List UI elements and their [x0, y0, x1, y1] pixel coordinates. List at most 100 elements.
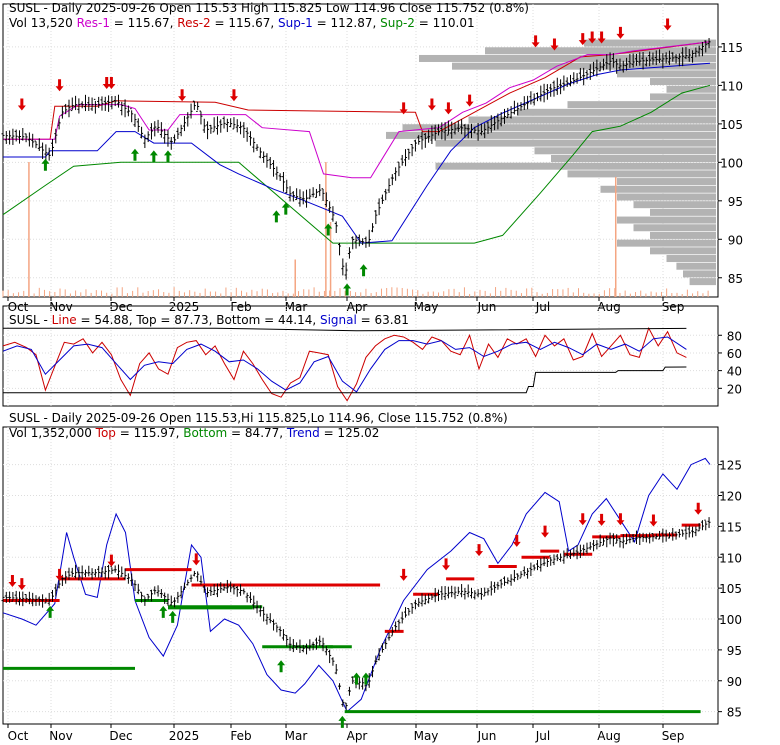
buy-arrow: [163, 150, 172, 163]
price-y-tick: 90: [728, 233, 743, 247]
volume-profile-bar: [650, 247, 716, 255]
trend-header-line2-part: = 125.02: [320, 426, 380, 440]
sell-arrow: [578, 513, 587, 526]
price-y-tick: 115: [720, 41, 743, 55]
trend-x-tick: 2025: [169, 729, 200, 743]
sell-arrow: [427, 98, 436, 111]
sell-arrow: [444, 102, 453, 115]
oscillator-header-part: Bottom: [216, 313, 260, 327]
buy-arrow: [338, 715, 347, 728]
trend-y-tick: 100: [719, 613, 742, 627]
price-ohlc-group: [1, 38, 711, 280]
sell-arrow: [616, 26, 625, 39]
trend-line: [2, 457, 711, 713]
price-header-line2-part: = 115.67,: [110, 16, 177, 30]
sup1-line: [3, 62, 711, 244]
price-x-tick: Mar: [285, 300, 308, 314]
sell-arrow: [475, 544, 484, 557]
volume-profile-bar: [633, 224, 716, 232]
volume-profile-bar: [633, 201, 716, 209]
sell-arrow: [541, 525, 550, 538]
price-header-line2-part: Vol 13,520: [9, 16, 77, 30]
price-x-tick: Jul: [535, 300, 550, 314]
sell-arrow: [229, 89, 238, 102]
trend-y-tick: 90: [727, 675, 742, 689]
price-x-tick: Nov: [49, 300, 72, 314]
price-x-tick: 2025: [169, 300, 200, 314]
sell-arrow: [399, 568, 408, 581]
volume-profile-bar: [485, 47, 716, 55]
volume-profile-bar: [468, 116, 716, 124]
price-x-tick: Feb: [230, 300, 251, 314]
sup2-line: [2, 84, 711, 244]
oscillator-header-part: = 54.88,: [77, 313, 137, 327]
price-x-tick: Apr: [347, 300, 368, 314]
price-x-tick: Aug: [597, 300, 620, 314]
buy-arrow: [41, 158, 50, 171]
price-x-tick: Oct: [8, 300, 29, 314]
volume-profile-bar: [584, 39, 716, 47]
sell-arrow: [107, 76, 116, 89]
trend-x-tick: Feb: [230, 729, 251, 743]
volume-profile-bar: [435, 162, 716, 170]
volume-profile-bar: [600, 185, 716, 193]
sell-arrow: [465, 94, 474, 107]
trend-header-line2-part: Top: [95, 426, 116, 440]
sell-arrow: [663, 18, 672, 31]
oscillator-header-part: Line: [52, 313, 77, 327]
price-x-tick: Dec: [109, 300, 132, 314]
sell-arrow: [694, 502, 703, 515]
volume-profile-bar: [650, 231, 716, 239]
trend-header-line2-part: Trend: [286, 426, 320, 440]
oscillator-header-part: SUSL -: [9, 313, 52, 327]
buy-arrow: [272, 210, 281, 223]
price-header-line2-part: Sup-2: [380, 16, 415, 30]
sell-arrow: [616, 513, 625, 526]
sell-arrow: [512, 534, 521, 547]
buy-arrow: [159, 605, 168, 618]
buy-arrow: [352, 672, 361, 685]
volume-profile-bar: [617, 239, 716, 247]
oscillator-header-part: Signal: [320, 313, 357, 327]
oscillator-header: SUSL - Line = 54.88, Top = 87.73, Bottom…: [9, 313, 409, 327]
trend-x-tick: Mar: [285, 729, 308, 743]
trend-y-tick: 85: [727, 706, 742, 720]
volume-profile-bar: [676, 262, 716, 270]
trend-panel-frame: [2, 426, 719, 725]
sell-arrow: [17, 578, 26, 591]
price-header-line2-part: Sup-1: [278, 16, 313, 30]
trend-header-line2-part: = 84.77,: [227, 426, 287, 440]
buy-arrow: [343, 283, 352, 296]
trend-x-tick: May: [414, 729, 439, 743]
volume-profile-bar: [650, 93, 716, 101]
trend-header-line2-part: Vol 1,352,000: [9, 426, 96, 440]
oscillator-y-tick: 40: [727, 365, 742, 379]
price-header-line2-part: Res-1: [77, 16, 110, 30]
price-header-line2-part: = 115.67,: [211, 16, 278, 30]
trend-x-tick: Jun: [477, 729, 497, 743]
buy-arrow: [130, 148, 139, 161]
buy-arrow: [46, 605, 55, 618]
price-header-line1: SUSL - Daily 2025-09-26 Open 115.53 High…: [9, 1, 529, 15]
trend-y-tick: 110: [719, 551, 742, 565]
price-header-line2-part: Res-2: [177, 16, 210, 30]
trend-y-tick: 105: [719, 582, 742, 596]
price-x-tick: May: [414, 300, 439, 314]
sell-arrow: [102, 76, 111, 89]
volume-profile-bar: [617, 216, 716, 224]
sell-arrow: [578, 33, 587, 46]
sell-arrow: [649, 514, 658, 527]
oscillator-y-tick: 60: [727, 347, 742, 361]
sell-arrow: [55, 568, 64, 581]
sell-arrow: [597, 513, 606, 526]
price-y-tick: 100: [720, 156, 743, 170]
buy-arrow: [168, 610, 177, 623]
oscillator-header-part: Top: [135, 313, 156, 327]
oscillator-line-line: [2, 326, 687, 402]
buy-arrow: [361, 672, 370, 685]
buy-arrow: [149, 150, 158, 163]
oscillator-y-tick: 80: [727, 329, 742, 343]
sell-arrow: [8, 575, 17, 588]
buy-arrow: [277, 660, 286, 673]
